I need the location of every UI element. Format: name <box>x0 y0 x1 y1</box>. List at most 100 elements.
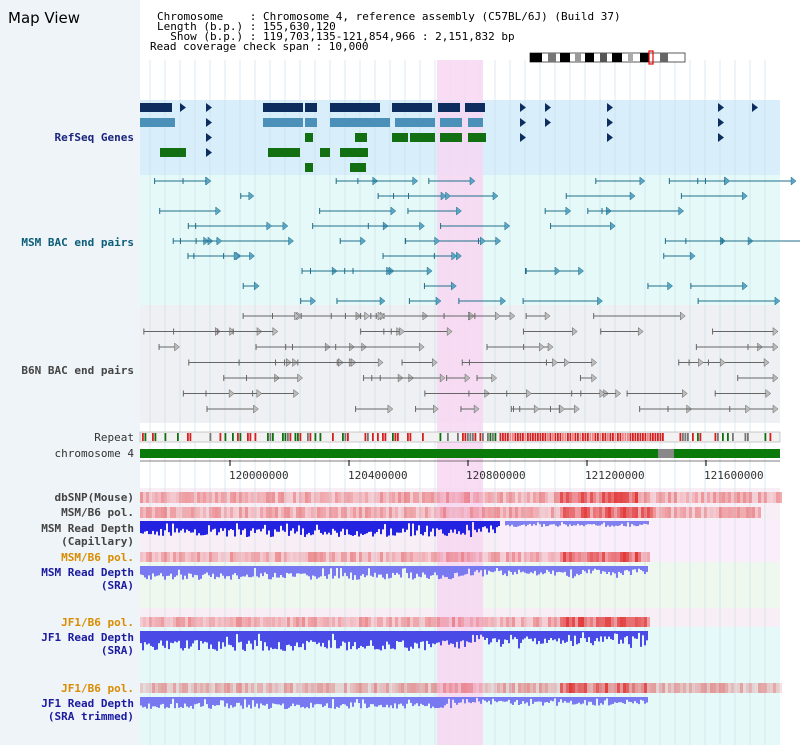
heat-cell <box>239 552 242 562</box>
depth-bar <box>202 697 204 707</box>
depth-bar <box>186 566 188 579</box>
heat-cell <box>581 492 584 503</box>
depth-bar <box>494 631 496 639</box>
heat-cell <box>269 492 272 503</box>
heat-cell <box>293 617 296 627</box>
depth-bar <box>224 521 226 529</box>
heat-cell <box>338 507 341 518</box>
heat-cell <box>410 492 413 503</box>
depth-bar <box>216 521 218 536</box>
track-label-refseq[interactable]: RefSeq Genes <box>54 131 134 144</box>
depth-bar <box>588 697 590 702</box>
depth-bar <box>636 697 638 704</box>
heat-cell <box>506 617 509 627</box>
heat-cell <box>713 492 716 503</box>
depth-bar <box>396 521 398 533</box>
depth-bar <box>358 631 360 648</box>
heat-cell <box>680 683 683 693</box>
heat-cell <box>494 617 497 627</box>
depth-bar <box>338 566 340 579</box>
repeat-mark <box>714 433 717 441</box>
track-label-msm-bac[interactable]: MSM BAC end pairs <box>21 236 134 249</box>
depth-bar <box>168 566 170 576</box>
heat-cell <box>311 683 314 693</box>
heat-cell <box>569 683 572 693</box>
heat-cell <box>230 552 233 562</box>
depth-bar <box>168 697 170 708</box>
depth-bar <box>602 697 604 705</box>
depth-bar <box>558 697 560 703</box>
gene-block <box>465 103 485 112</box>
depth-bar <box>224 566 226 579</box>
repeat-mark <box>189 433 192 441</box>
depth-bar <box>540 631 542 644</box>
axis-tick-label: 120000000 <box>229 469 289 482</box>
repeat-mark <box>394 433 397 441</box>
heat-cell <box>281 507 284 518</box>
gene-block <box>395 118 435 127</box>
depth-bar <box>212 697 214 705</box>
depth-bar <box>598 631 600 642</box>
depth-bar <box>142 631 144 651</box>
depth-bar <box>276 697 278 705</box>
heat-cell <box>245 492 248 503</box>
heat-cell <box>428 617 431 627</box>
bac-end <box>578 266 584 276</box>
depth-bar <box>214 566 216 580</box>
heat-cell <box>776 492 779 503</box>
bac-end <box>492 191 499 201</box>
depth-bar <box>376 697 378 707</box>
heat-cell <box>605 552 608 562</box>
heat-cell <box>344 552 347 562</box>
depth-bar <box>544 697 546 703</box>
heat-cell <box>620 507 623 518</box>
depth-bar <box>582 631 584 633</box>
repeat-mark <box>472 433 474 441</box>
depth-bar <box>270 697 272 708</box>
repeat-mark <box>557 433 559 441</box>
depth-bar <box>196 566 198 576</box>
depth-bar <box>198 566 200 580</box>
depth-bar <box>274 697 276 704</box>
heat-cell <box>635 507 638 518</box>
depth-bar <box>142 566 144 576</box>
heat-cell <box>755 683 758 693</box>
heat-cell <box>467 507 470 518</box>
depth-bar <box>584 697 586 700</box>
heat-cell <box>551 552 554 562</box>
heat-cell <box>476 617 479 627</box>
heat-cell <box>314 617 317 627</box>
depth-bar <box>214 631 216 650</box>
heat-cell <box>683 507 686 518</box>
bac-end <box>724 176 731 186</box>
heat-cell <box>389 507 392 518</box>
depth-bar <box>442 521 444 534</box>
repeat-mark <box>507 433 509 441</box>
depth-bar <box>364 521 366 535</box>
gene-arrow <box>206 148 212 157</box>
depth-bar <box>380 631 382 651</box>
heat-cell <box>617 683 620 693</box>
depth-bar <box>182 631 184 651</box>
depth-bar <box>548 697 550 703</box>
track-label-b6n-bac[interactable]: B6N BAC end pairs <box>21 364 134 377</box>
gene-block <box>438 103 460 112</box>
bac-end <box>412 176 419 186</box>
heat-cell <box>773 683 776 693</box>
heat-cell <box>233 617 236 627</box>
repeat-mark <box>382 433 384 441</box>
repeat-mark <box>522 433 524 441</box>
heat-cell <box>527 617 530 627</box>
repeat-mark <box>474 433 477 441</box>
depth-bar <box>508 697 510 700</box>
heat-cell <box>464 683 467 693</box>
depth-bar <box>436 631 438 643</box>
bac-end <box>509 311 516 321</box>
gene-block <box>305 163 313 172</box>
depth-bar <box>464 697 466 704</box>
heat-cell <box>167 492 170 503</box>
heat-cell <box>269 507 272 518</box>
heat-cell <box>617 552 620 562</box>
